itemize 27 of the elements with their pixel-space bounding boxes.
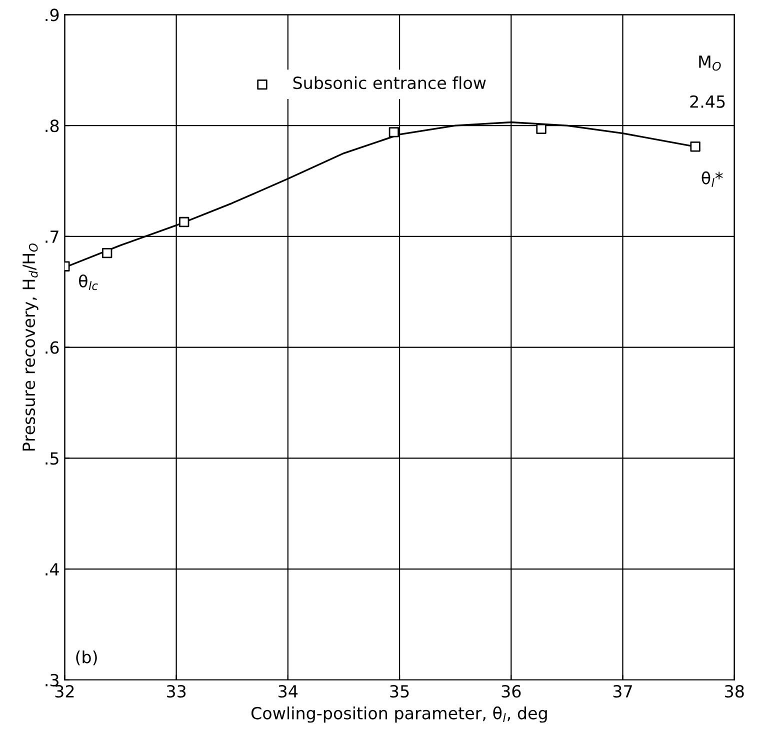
y-tick-label: .6 — [46, 341, 59, 354]
x-tick-label: 35 — [390, 685, 409, 698]
legend-label: Subsonic entrance flow — [293, 76, 486, 90]
annotation: θ$_{l}$* — [702, 171, 723, 187]
x-tick-label: 36 — [502, 685, 521, 698]
annotation: θ$_{lc}$ — [79, 274, 98, 290]
y-tick-label: .4 — [46, 563, 59, 576]
y-tick-label: .8 — [46, 120, 59, 132]
x-tick-label: 33 — [166, 685, 186, 698]
annotation: (b) — [76, 650, 97, 666]
y-tick-label: .9 — [46, 8, 59, 22]
point — [102, 248, 112, 258]
x-tick-label: 34 — [278, 685, 298, 698]
x-tick-label: 37 — [613, 685, 632, 698]
point — [388, 127, 400, 138]
point — [690, 142, 700, 152]
point — [179, 216, 190, 228]
y-tick-label: .7 — [46, 230, 58, 243]
y-axis-title: Pressure recovery, H$_{d}$/H$_{O}$ — [22, 243, 38, 450]
x-tick-label: 38 — [725, 685, 744, 698]
y-tick-label: .3 — [46, 674, 58, 686]
annotation: M$_{O}$ — [699, 56, 721, 71]
x-tick-label: 32 — [55, 685, 74, 698]
x-axis-title: Cowling-position parameter, θ$_{l}$, deg — [251, 706, 547, 723]
annotation: 2.45 — [690, 95, 725, 108]
point — [536, 124, 546, 134]
y-tick-label: .5 — [46, 452, 58, 465]
